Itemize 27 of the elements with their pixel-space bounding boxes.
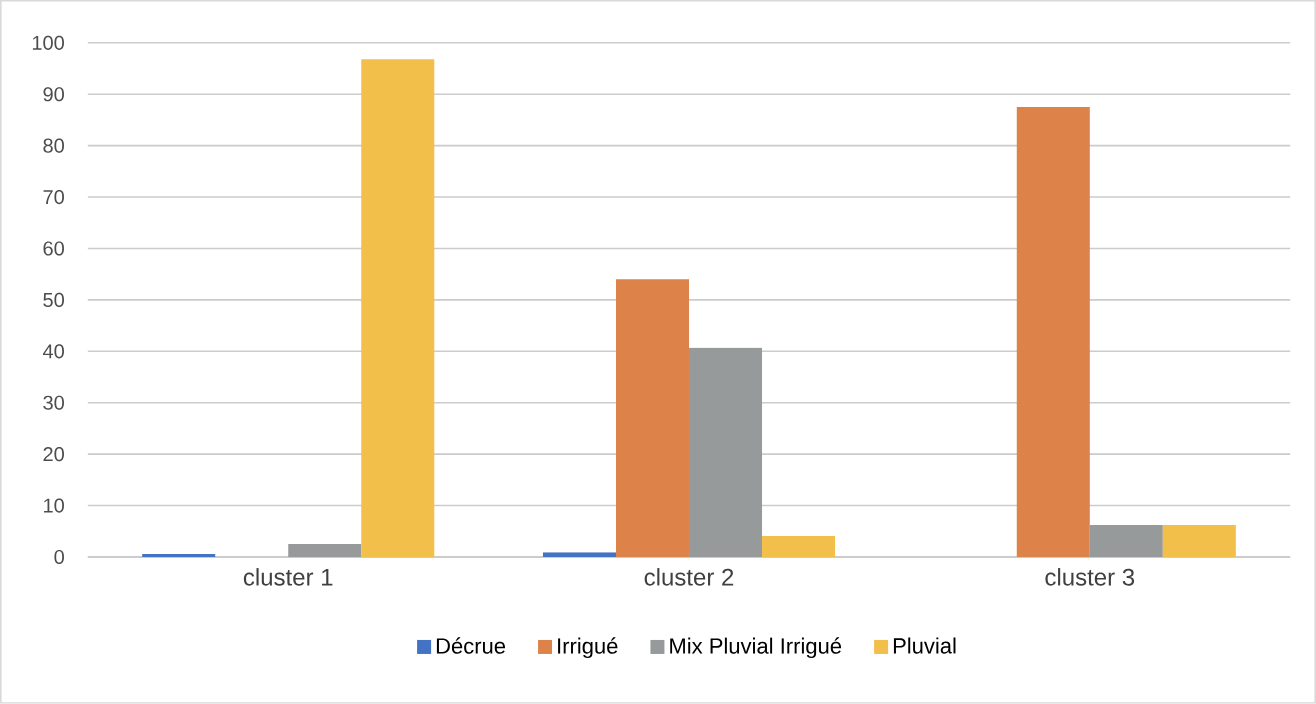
bar	[1016, 107, 1090, 558]
y-tick-label: 0	[54, 549, 64, 565]
x-tick-label: cluster 3	[1045, 568, 1135, 586]
y-tick-label: 60	[43, 241, 64, 256]
bar	[288, 544, 362, 558]
legend-label: Pluvial	[893, 637, 956, 654]
bar	[142, 553, 216, 558]
y-tick-label: 40	[42, 344, 64, 359]
bar	[689, 347, 763, 558]
y-tick-label: 70	[43, 190, 64, 205]
x-tick-label: cluster 1	[243, 568, 333, 586]
bar	[1089, 525, 1163, 558]
y-tick-label: 100	[32, 35, 64, 50]
y-tick-label: 10	[44, 498, 64, 513]
bar	[616, 279, 690, 558]
legend-label: Irrigué	[558, 637, 618, 659]
y-tick-label: 20	[43, 447, 64, 462]
bar	[361, 59, 435, 558]
legend-label: Mix Pluvial Irrigué	[670, 637, 842, 659]
bar	[762, 535, 836, 558]
y-tick-label: 30	[43, 395, 64, 410]
y-tick-label: 90	[43, 87, 64, 102]
x-tick-label: cluster 2	[644, 568, 734, 586]
y-tick-label: 50	[43, 292, 64, 308]
legend-label: Décrue	[436, 637, 506, 654]
bar	[1162, 525, 1236, 558]
y-tick-label: 80	[43, 138, 64, 153]
